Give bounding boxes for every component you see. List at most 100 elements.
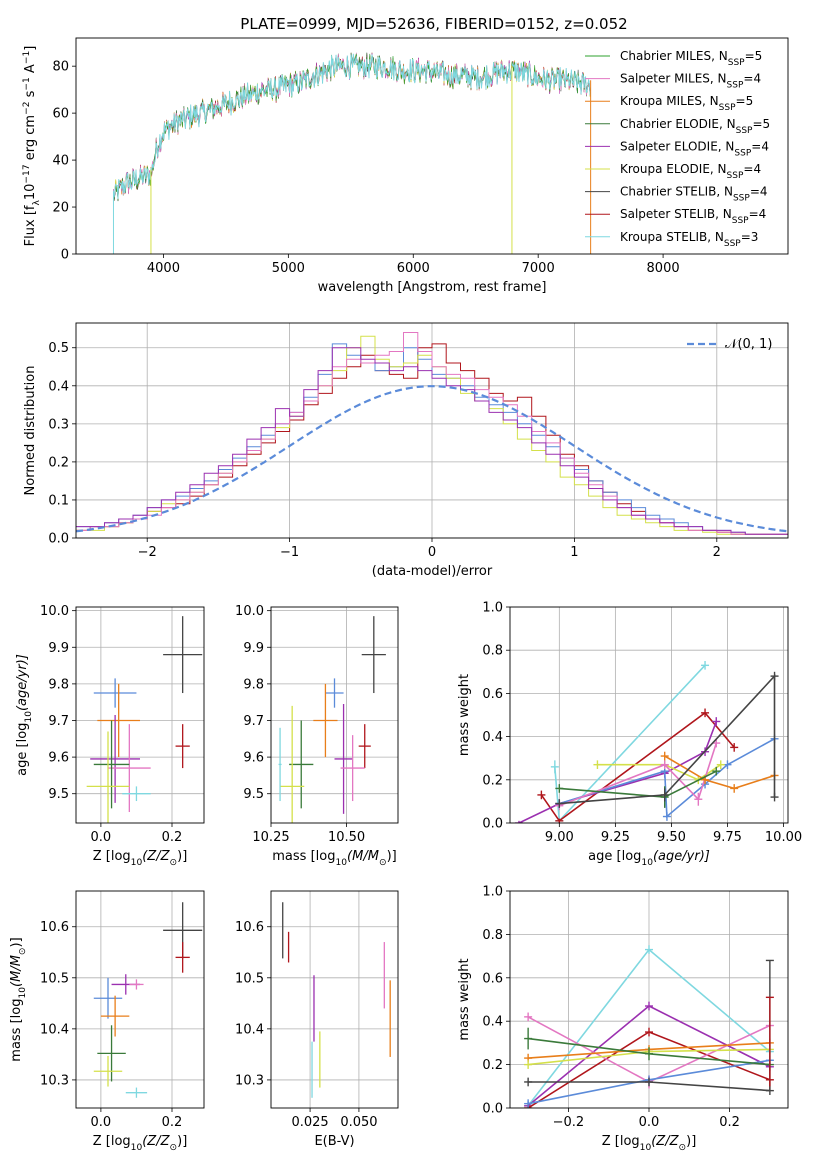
y-tick-label: 10.5	[235, 971, 264, 986]
label-part: A	[23, 64, 38, 77]
x-tick-label: 7000	[522, 261, 555, 276]
y-tick-label: 10.3	[40, 1073, 69, 1088]
panel-mass_vs_Z: 0.0 0.210.310.410.510.6Z [log10(Z/Z⊙)]mas…	[9, 890, 205, 1153]
legend-sub: SSP	[736, 126, 753, 136]
x-tick-label: 10.00	[765, 830, 802, 845]
axes-frame	[75, 37, 789, 255]
legend-eq: =	[743, 72, 753, 86]
y-tick-label: 0.2	[48, 455, 69, 470]
legend-eq: =	[750, 185, 760, 199]
panel-residual_distribution: −2 −1 0 1 2 0.0 0.1 0.2 0.3 0.4 0.5 (data-model)/er…	[23, 322, 789, 579]
label-part: Flux [f	[23, 205, 38, 246]
legend-sub: SSP	[727, 81, 744, 91]
label-part: (Z/Z	[142, 849, 170, 864]
plot-area	[271, 607, 398, 823]
panel-age_vs_Z: 0.0 0.29.59.69.79.89.910.0Z [log10(Z/Z⊙)]…	[15, 604, 205, 868]
label-part: )]	[9, 937, 24, 947]
y-tick-label: 9.7	[48, 714, 69, 729]
y-tick-label: 0.6	[482, 687, 503, 702]
weight-line	[664, 755, 775, 790]
legend-entry: Chabrier MILES, NSSP=5	[620, 49, 762, 68]
label-part: (Z/Z	[651, 1134, 679, 1149]
x-axis-label: E(B-V)	[314, 1134, 354, 1149]
plot-content	[76, 607, 204, 823]
y-tick-label: 0.2	[482, 1058, 503, 1073]
label-part: ⊙	[18, 947, 28, 955]
y-tick-label: 9.5	[48, 787, 69, 802]
legend-eq: =	[736, 94, 746, 108]
x-tick-label: 1	[570, 545, 578, 560]
axes-frame	[75, 322, 789, 539]
x-tick-label: 0	[428, 545, 436, 560]
y-tick-label: 0.8	[482, 928, 503, 943]
legend-entry: Salpeter ELODIE, NSSP=4	[620, 139, 769, 158]
legend-nssp: 4	[753, 162, 761, 176]
y-tick-label: 40	[52, 154, 69, 169]
label-part: Z [log	[93, 849, 131, 864]
x-tick-label: 9.50	[657, 830, 686, 845]
legend-label: Salpeter MILES, N	[620, 72, 727, 86]
legend-eq: =	[743, 162, 753, 176]
y-tick-label: 0.4	[482, 730, 503, 745]
x-tick-label: 10.25	[252, 830, 289, 845]
y-tick-label: 10.3	[235, 1073, 264, 1088]
x-tick-label: −2	[138, 545, 157, 560]
legend-sub: SSP	[734, 148, 751, 158]
label-part: 10	[131, 858, 143, 868]
legend-nssp: 4	[759, 207, 767, 221]
y-tick-label: 60	[52, 107, 69, 122]
x-tick-label: 0.2	[162, 1115, 183, 1130]
x-tick-label: 0.025	[291, 1115, 328, 1130]
y-tick-label: 9.5	[243, 787, 264, 802]
label-part: )]	[387, 849, 397, 864]
x-tick-label: 0.0	[639, 1115, 660, 1130]
plot-content	[510, 891, 788, 1108]
legend-eq: =	[745, 49, 755, 63]
label-part: −1	[22, 51, 32, 64]
spectrum-line	[113, 53, 591, 199]
weight-line	[597, 763, 722, 781]
legend-entry: Kroupa MILES, NSSP=5	[620, 94, 753, 113]
y-tick-label: 0.4	[48, 379, 69, 394]
legend-entry: Salpeter MILES, NSSP=4	[620, 72, 761, 91]
x-axis-label: (data-model)/error	[372, 564, 493, 579]
y-tick-label: 10.0	[235, 604, 264, 619]
y-tick-label: 10.6	[235, 920, 264, 935]
y-tick-label: 0.0	[482, 1102, 503, 1117]
legend-sub: SSP	[728, 58, 745, 68]
label-part: λ	[32, 200, 42, 206]
legend-entry: Kroupa ELODIE, NSSP=4	[620, 162, 761, 181]
legend-nssp: 5	[746, 94, 754, 108]
legend-label: Salpeter ELODIE, N	[620, 139, 734, 153]
y-tick-label: 9.6	[48, 751, 69, 766]
label-part: ⊙	[170, 858, 178, 868]
y-axis-label: Flux [fλ10−17 erg cm−2 s−1 A−1]	[22, 46, 42, 247]
label-part: 10	[335, 858, 347, 868]
x-tick-label: 5000	[272, 261, 305, 276]
y-tick-label: 0.6	[482, 971, 503, 986]
label-part: mass [log	[9, 999, 24, 1062]
x-tick-label: 0.050	[340, 1115, 377, 1130]
panel-mass_vs_ebv: 0.025 0.050 10.3 10.4 10.5 10.6 E(B-V)	[235, 890, 399, 1149]
x-tick-label: 9.75	[713, 830, 742, 845]
legend-label: Kroupa ELODIE, N	[620, 162, 727, 176]
panel-spectrum: 4000 5000 6000 7000 8000 0 20 40 60 80 wavelength …	[22, 37, 789, 295]
label-part: −2	[22, 102, 32, 115]
x-tick-label: 6000	[397, 261, 430, 276]
legend-entry: Kroupa STELIB, NSSP=3	[620, 230, 758, 249]
y-tick-label: 9.6	[243, 751, 264, 766]
y-tick-label: 0.4	[482, 1015, 503, 1030]
axes-frame	[270, 606, 399, 824]
normal-curve	[76, 385, 788, 533]
y-tick-label: 0.2	[482, 773, 503, 788]
y-tick-label: 9.8	[243, 677, 264, 692]
y-axis-label: mass weight	[457, 674, 472, 756]
y-axis-label: mass weight	[457, 958, 472, 1040]
x-tick-label: 0.2	[719, 1115, 740, 1130]
label-part: )]	[177, 1134, 187, 1149]
y-axis-label: mass [log10(M/M⊙)]	[9, 937, 28, 1061]
y-tick-label: 10.4	[40, 1022, 69, 1037]
axes-frame	[75, 890, 205, 1109]
y-tick-label: 10.5	[40, 971, 69, 986]
